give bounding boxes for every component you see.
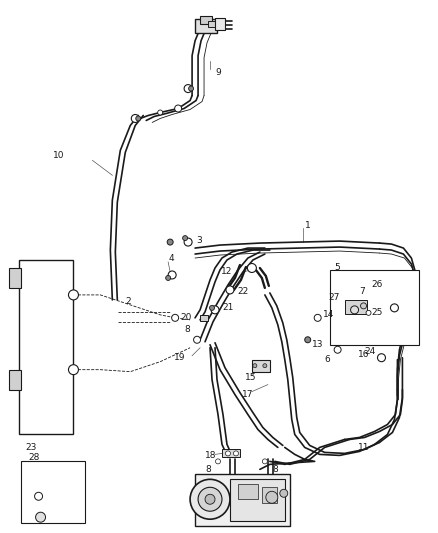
Circle shape <box>198 487 222 511</box>
Text: 7: 7 <box>360 287 365 296</box>
Text: 9: 9 <box>215 68 221 77</box>
Text: 16: 16 <box>358 350 370 359</box>
Circle shape <box>68 365 78 375</box>
Bar <box>330 270 419 345</box>
Bar <box>208 21 223 27</box>
Text: 8: 8 <box>272 465 278 474</box>
Text: 1: 1 <box>305 221 311 230</box>
Text: 25: 25 <box>371 309 383 317</box>
Circle shape <box>189 86 194 91</box>
Circle shape <box>378 354 385 362</box>
Text: 27: 27 <box>328 293 339 302</box>
Text: 13: 13 <box>312 340 323 349</box>
Text: 24: 24 <box>364 347 376 356</box>
Bar <box>9 370 21 390</box>
Circle shape <box>190 479 230 519</box>
Circle shape <box>184 238 192 246</box>
Bar <box>9 268 21 288</box>
Circle shape <box>253 364 257 368</box>
Bar <box>200 315 208 321</box>
Text: 14: 14 <box>323 310 334 319</box>
Circle shape <box>172 314 179 321</box>
Text: 3: 3 <box>196 236 202 245</box>
Text: 6: 6 <box>324 355 330 364</box>
Circle shape <box>280 489 288 497</box>
Circle shape <box>390 304 399 312</box>
Circle shape <box>175 105 182 112</box>
Text: 5: 5 <box>335 263 340 272</box>
Circle shape <box>247 263 256 272</box>
Text: 17: 17 <box>242 390 254 399</box>
Circle shape <box>184 85 192 93</box>
Circle shape <box>35 492 42 500</box>
Bar <box>195 474 290 526</box>
Text: 2: 2 <box>125 297 131 306</box>
Circle shape <box>158 110 162 115</box>
Circle shape <box>167 239 173 245</box>
Circle shape <box>68 290 78 300</box>
Circle shape <box>263 364 267 368</box>
Text: 8: 8 <box>205 465 211 474</box>
Bar <box>19 260 74 434</box>
Circle shape <box>334 346 341 353</box>
Bar <box>222 449 240 457</box>
Bar <box>21 462 85 523</box>
Circle shape <box>131 115 139 123</box>
Circle shape <box>136 116 141 121</box>
Bar <box>345 300 367 314</box>
Text: 18: 18 <box>205 451 216 460</box>
Text: 10: 10 <box>53 151 64 160</box>
Text: 4: 4 <box>168 254 174 263</box>
Text: 15: 15 <box>245 373 256 382</box>
Circle shape <box>205 494 215 504</box>
Circle shape <box>166 276 171 280</box>
Bar <box>200 16 212 24</box>
Circle shape <box>350 306 359 314</box>
Circle shape <box>226 451 230 456</box>
Text: 23: 23 <box>25 443 37 452</box>
Circle shape <box>262 459 267 464</box>
Bar <box>195 19 217 33</box>
Text: 19: 19 <box>173 353 185 362</box>
Circle shape <box>168 271 176 279</box>
Circle shape <box>360 303 367 309</box>
Text: 12: 12 <box>221 268 232 277</box>
Text: 21: 21 <box>222 303 233 312</box>
Bar <box>252 360 270 372</box>
Text: 22: 22 <box>237 287 248 296</box>
Circle shape <box>194 336 201 343</box>
Circle shape <box>233 451 238 456</box>
Circle shape <box>226 286 234 294</box>
Circle shape <box>314 314 321 321</box>
Text: 28: 28 <box>28 453 40 462</box>
Circle shape <box>366 310 371 316</box>
Circle shape <box>35 512 46 522</box>
Bar <box>238 484 258 499</box>
Text: 26: 26 <box>371 280 383 289</box>
Circle shape <box>305 337 311 343</box>
Circle shape <box>183 236 187 240</box>
Bar <box>215 18 225 30</box>
Circle shape <box>266 491 278 503</box>
Text: 20: 20 <box>181 313 192 322</box>
Bar <box>262 487 277 503</box>
Circle shape <box>211 306 219 314</box>
Circle shape <box>215 459 220 464</box>
Bar <box>230 479 285 521</box>
Circle shape <box>209 305 215 310</box>
Text: 8: 8 <box>184 325 190 334</box>
Text: 11: 11 <box>357 443 369 452</box>
